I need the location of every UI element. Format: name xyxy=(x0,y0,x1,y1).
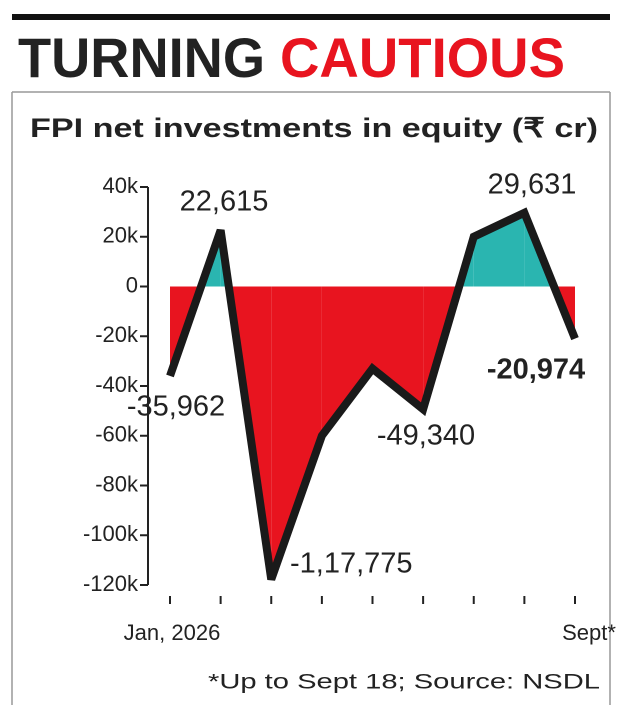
value-label: 29,631 xyxy=(488,169,577,201)
area-fill xyxy=(271,286,322,580)
y-tick-label: -20k xyxy=(95,322,139,347)
x-tick-label: Sept* xyxy=(562,620,616,645)
value-label: -49,340 xyxy=(377,420,475,452)
y-tick-label: 0 xyxy=(126,272,138,297)
x-tick-label: Jan, 2026 xyxy=(124,620,221,645)
top-rule xyxy=(12,14,610,20)
y-tick-label: -40k xyxy=(95,372,139,397)
value-label: -1,17,775 xyxy=(290,548,413,580)
line xyxy=(166,207,579,581)
value-label: 22,615 xyxy=(180,186,269,218)
y-tick-label: 40k xyxy=(103,173,139,198)
y-tick-label: 20k xyxy=(103,223,139,248)
y-tick-label: -60k xyxy=(95,422,139,447)
y-tick-label: -100k xyxy=(83,521,139,546)
value-label: -20,974 xyxy=(487,354,585,386)
value-label: -35,962 xyxy=(127,391,225,423)
y-tick-label: -80k xyxy=(95,471,139,496)
subtitle: FPI net investments in equity (₹ cr) xyxy=(30,113,598,143)
title-part: TURNING xyxy=(18,26,265,89)
note: *Up to Sept 18; Source: NSDL xyxy=(208,671,600,694)
y-tick-label: -120k xyxy=(83,571,139,596)
area-fill xyxy=(321,286,373,436)
title-part: CAUTIOUS xyxy=(280,26,565,89)
